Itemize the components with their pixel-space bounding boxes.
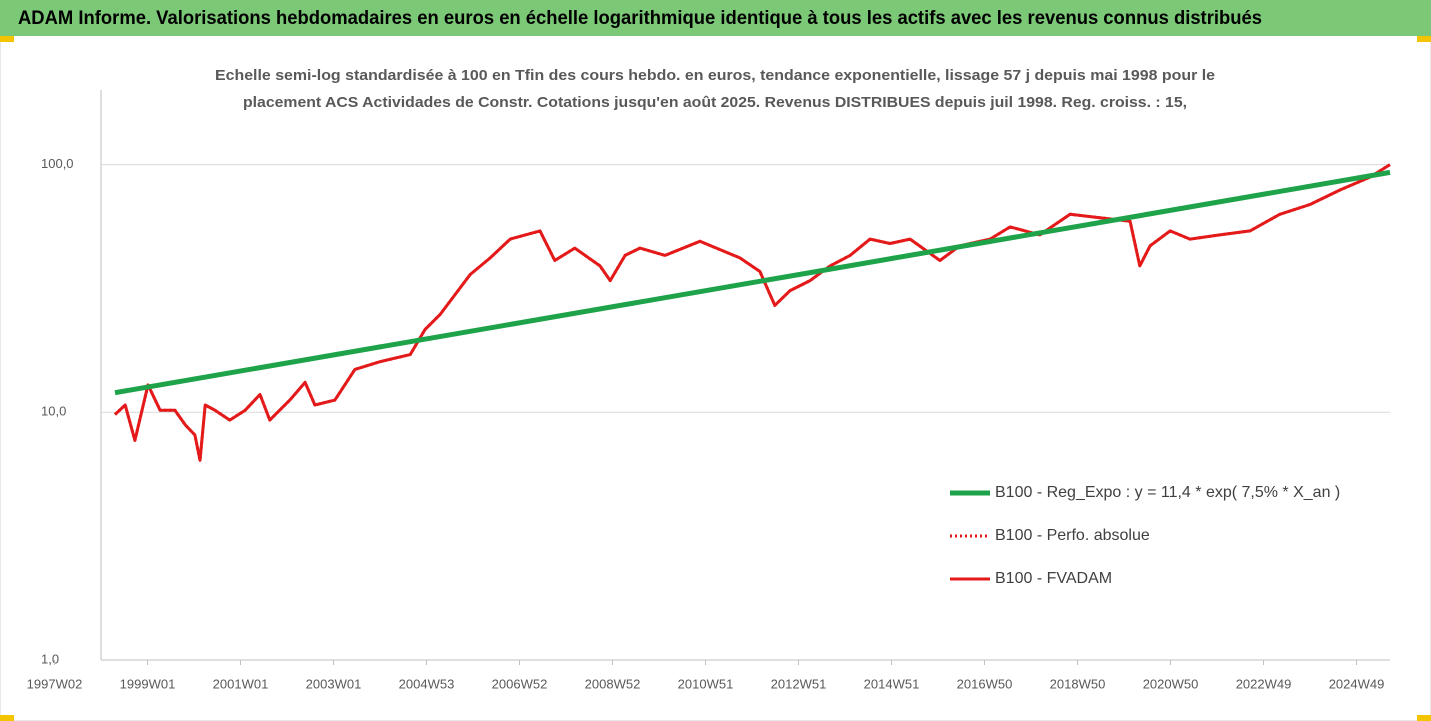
- x-tick-label: 1997W02: [27, 676, 83, 691]
- chart-subtitle: Echelle semi-log standardisée à 100 en T…: [215, 67, 1215, 84]
- corner-mark: [1417, 36, 1431, 42]
- x-tick-label: 2003W01: [306, 676, 362, 691]
- series-line: [113, 163, 1391, 462]
- chart-title: ADAM Informe. Valorisations hebdomadaire…: [18, 8, 1262, 29]
- x-tick-label: 2006W52: [492, 676, 548, 691]
- legend-label: B100 - Reg_Expo : y = 11,4 * exp( 7,5% *…: [995, 484, 1340, 501]
- x-tick-label: 2001W01: [213, 676, 269, 691]
- y-tick-label: 10,0: [41, 404, 66, 419]
- x-tick-label: 2004W53: [399, 676, 455, 691]
- x-tick-label: 2008W52: [585, 676, 641, 691]
- title-banner: [0, 0, 1431, 36]
- chart-subtitle: placement ACS Actividades de Constr. Cot…: [243, 94, 1187, 111]
- y-tick-label: 100,0: [41, 156, 74, 171]
- x-tick-label: 2016W50: [957, 676, 1013, 691]
- x-tick-label: 2018W50: [1050, 676, 1106, 691]
- legend-label: B100 - Perfo. absolue: [995, 527, 1150, 544]
- x-tick-label: 2020W50: [1143, 676, 1199, 691]
- x-tick-label: 2014W51: [864, 676, 920, 691]
- x-tick-label: 2024W49: [1329, 676, 1385, 691]
- corner-mark: [0, 715, 14, 721]
- legend-label: B100 - FVADAM: [995, 570, 1112, 587]
- corner-mark: [0, 36, 14, 42]
- x-tick-label: 2022W49: [1236, 676, 1292, 691]
- x-tick-label: 2012W51: [771, 676, 827, 691]
- x-tick-label: 2010W51: [678, 676, 734, 691]
- x-tick-label: 1999W01: [120, 676, 176, 691]
- corner-mark: [1417, 715, 1431, 721]
- y-tick-label: 1,0: [41, 651, 59, 666]
- series-line: [114, 169, 1391, 396]
